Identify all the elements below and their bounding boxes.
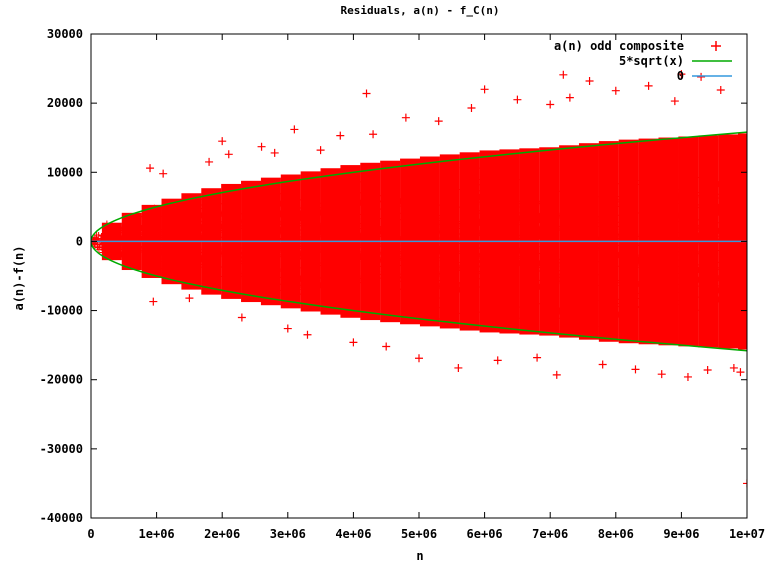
scatter-point [585, 77, 594, 86]
x-tick-label: 9e+06 [663, 527, 699, 541]
scatter-point [631, 365, 640, 374]
sqrt-curve-lower [91, 241, 747, 352]
y-axis-label: a(n)-f(n) [12, 245, 26, 310]
scatter-point [533, 353, 542, 362]
scatter-point [493, 356, 502, 365]
scatter-point [382, 342, 391, 351]
scatter-point [565, 93, 574, 102]
scatter-point [159, 169, 168, 178]
x-tick-label: 2e+06 [204, 527, 240, 541]
scatter-point [729, 363, 738, 372]
scatter-point [290, 125, 299, 134]
x-tick-label: 4e+06 [335, 527, 371, 541]
y-tick-label: 10000 [47, 165, 83, 179]
x-tick-label: 3e+06 [270, 527, 306, 541]
x-tick-label: 6e+06 [467, 527, 503, 541]
scatter-point [415, 354, 423, 363]
scatter-point [743, 479, 747, 488]
plot-area [90, 33, 748, 519]
x-tick-label: 7e+06 [532, 527, 568, 541]
scatter-point [467, 103, 476, 112]
x-tick-label: 1e+07 [729, 527, 765, 541]
legend-label: 0 [677, 69, 684, 83]
legend-label: a(n) odd composite [554, 39, 684, 53]
scatter-point [237, 313, 246, 322]
scatter-point [270, 148, 279, 157]
scatter-point [552, 370, 561, 379]
scatter-point [677, 70, 686, 79]
x-tick-label: 8e+06 [598, 527, 634, 541]
x-tick-label: 1e+06 [139, 527, 175, 541]
scatter-point [736, 368, 745, 377]
y-tick-label: 20000 [47, 96, 83, 110]
ticks-layer: 0 1e+06 2e+06 3e+06 4e+06 5e+06 6e+06 7e+06 8e+0… [40, 27, 765, 541]
scatter-point [611, 86, 620, 95]
scatter-point [480, 85, 489, 94]
lines-layer [91, 131, 747, 352]
x-tick-label: 5e+06 [401, 527, 437, 541]
scatter-point [257, 142, 266, 151]
scatter-point [644, 81, 653, 90]
scatter-point [185, 294, 194, 303]
y-tick-label: 0 [76, 234, 83, 248]
scatter-point [218, 137, 227, 146]
scatter-point [362, 89, 371, 98]
scatter-point [205, 157, 214, 166]
scatter-point [369, 130, 378, 139]
scatter-point [546, 100, 555, 109]
scatter-point [598, 360, 607, 369]
scatter-point [454, 363, 463, 372]
scatter-point [316, 146, 325, 155]
scatter-point [224, 150, 233, 159]
legend-label: 5*sqrt(x) [619, 54, 684, 68]
y-tick-label: -20000 [40, 373, 83, 387]
scatter-point [149, 297, 158, 306]
scatter-point [146, 164, 155, 173]
x-axis-label: n [416, 549, 423, 563]
scatter-point [559, 70, 568, 79]
scatter-point [657, 370, 666, 379]
scatter-point [703, 366, 712, 375]
y-tick-label: -40000 [40, 511, 83, 525]
scatter-point [336, 131, 345, 140]
scatter-point [283, 324, 292, 333]
y-tick-label: -30000 [40, 442, 83, 456]
scatter-point [697, 72, 706, 81]
y-tick-label: -10000 [40, 304, 83, 318]
x-tick-label: 0 [87, 527, 94, 541]
scatter-point [401, 113, 410, 122]
scatter-point [683, 372, 692, 381]
sqrt-curve-upper [91, 131, 747, 242]
scatter-point [349, 338, 358, 347]
y-tick-label: 30000 [47, 27, 83, 41]
scatter-point [303, 330, 312, 339]
scatter-point [670, 97, 679, 106]
legend-marker [711, 41, 721, 51]
scatter-point [434, 117, 443, 126]
chart-title: Residuals, a(n) - f_C(n) [341, 4, 500, 17]
scatter-point [513, 95, 522, 104]
scatter-point [716, 86, 725, 95]
